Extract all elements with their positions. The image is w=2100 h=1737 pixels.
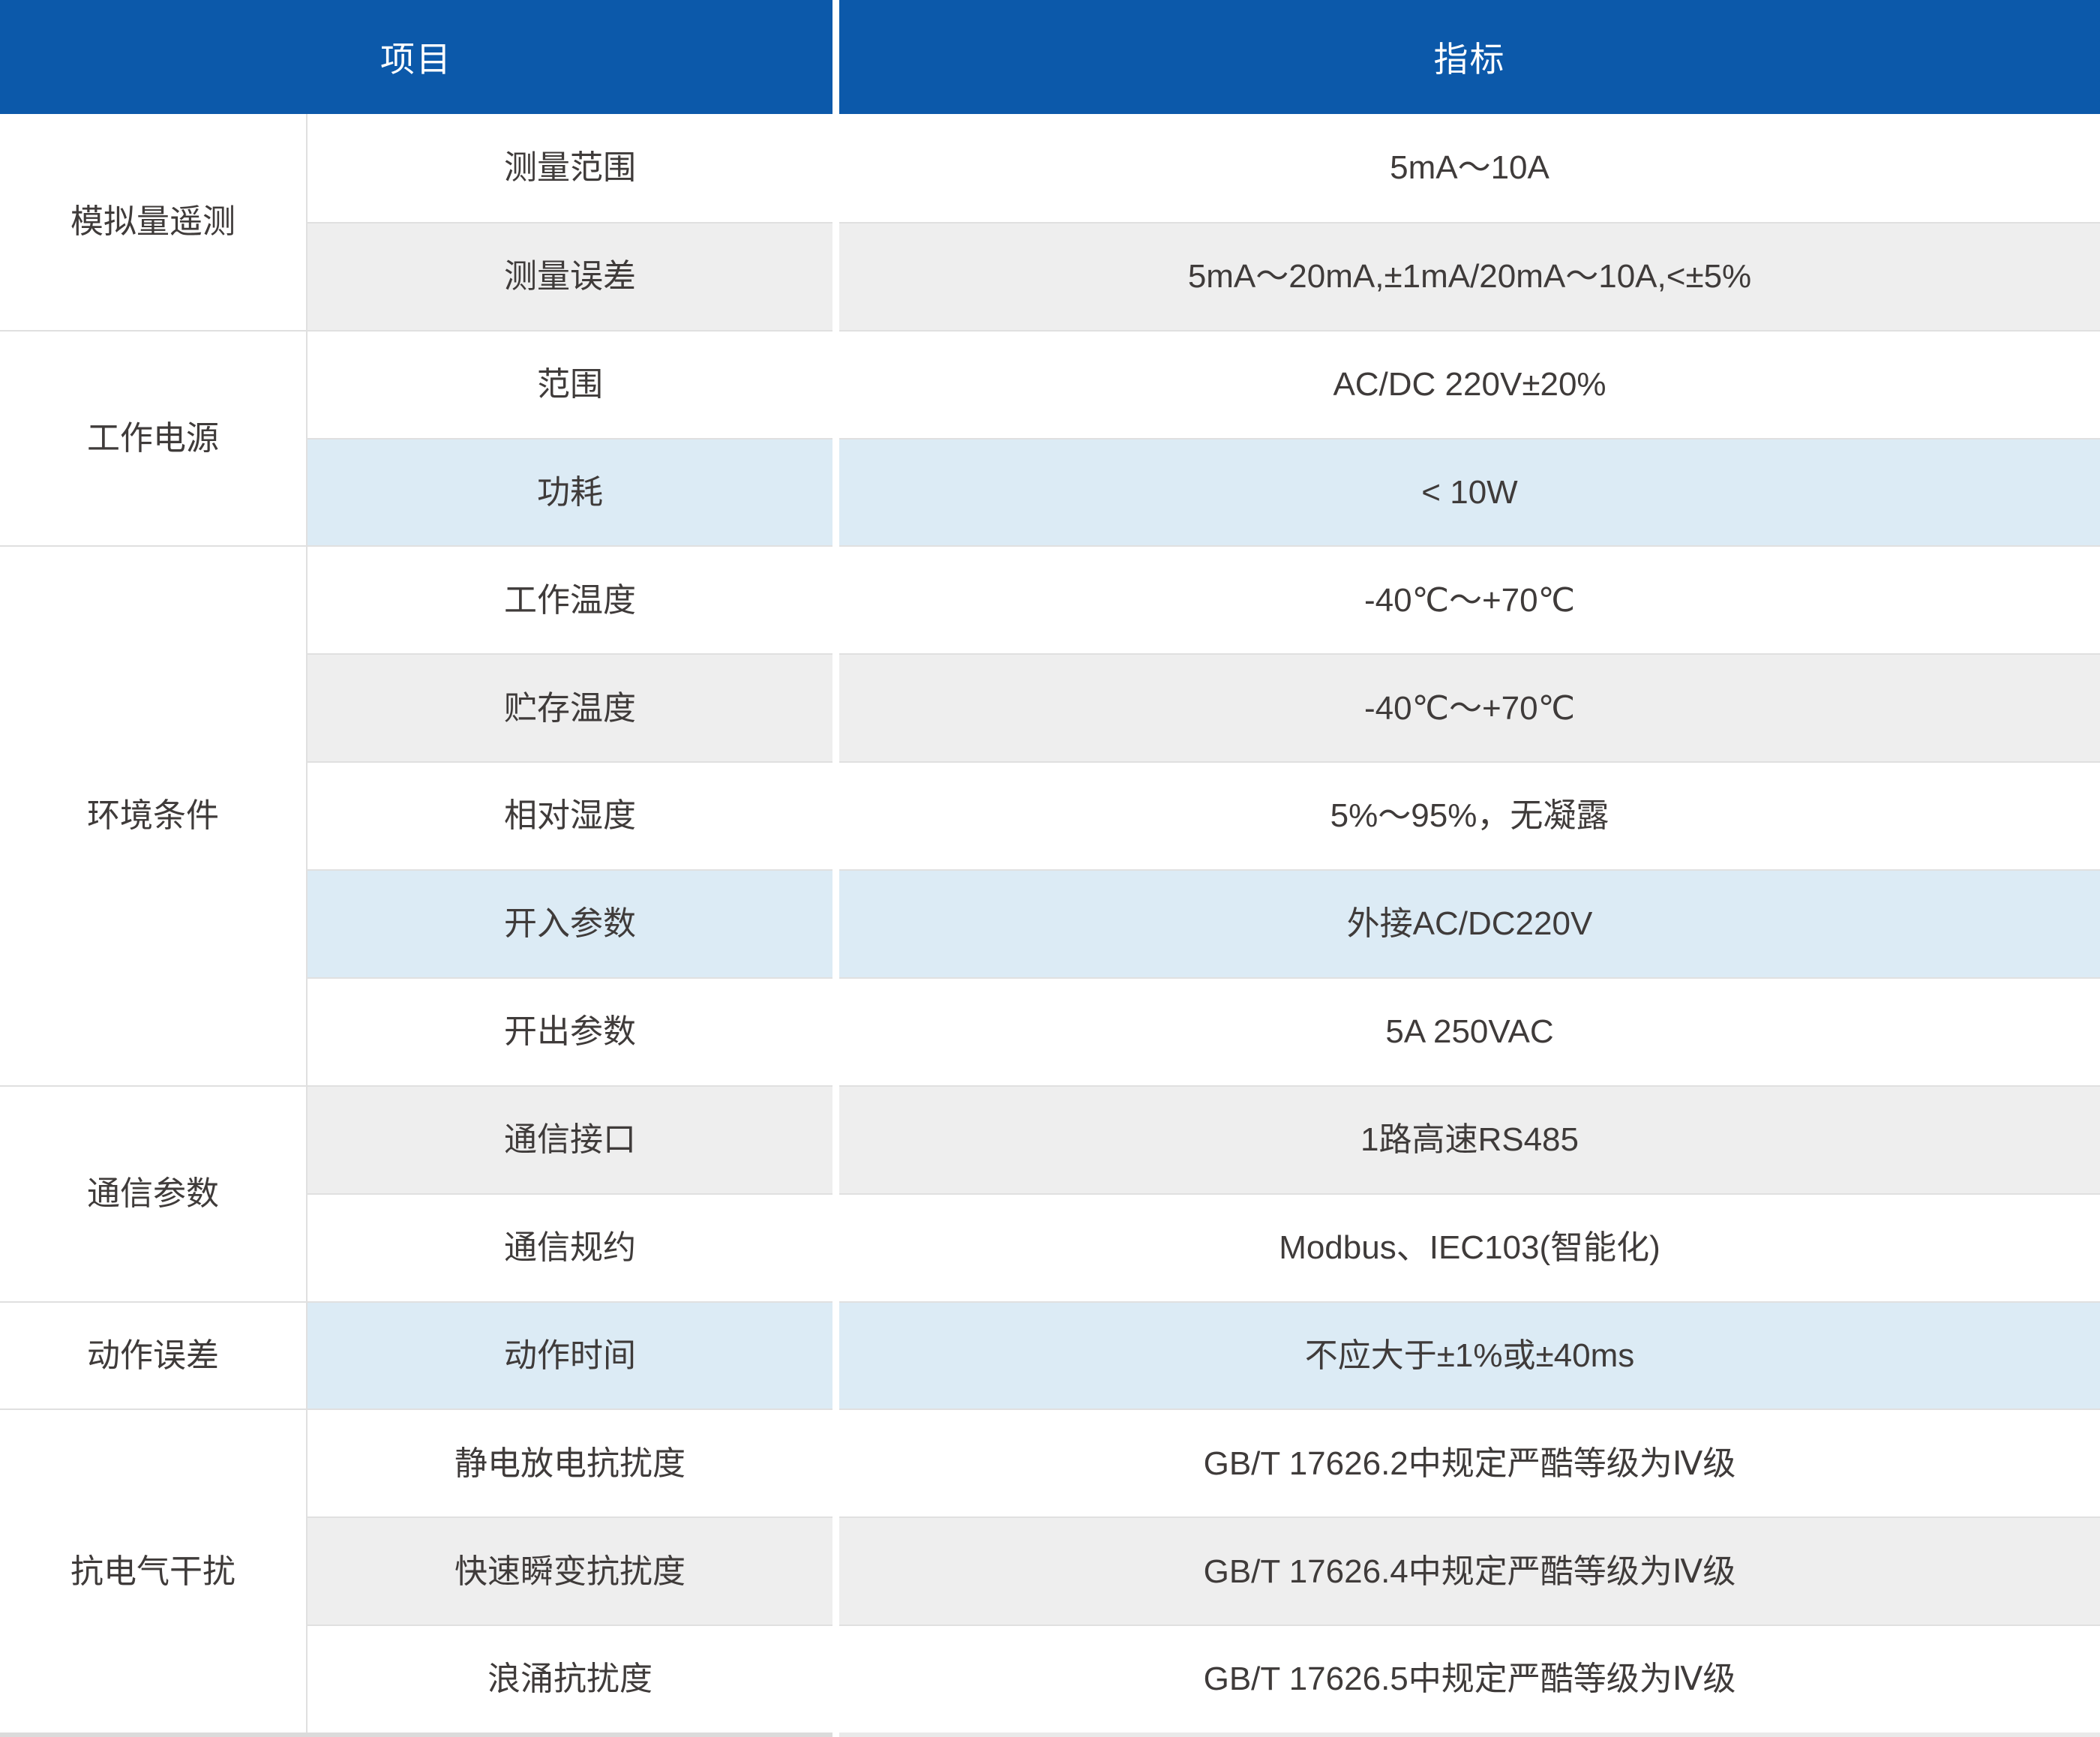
value-cell: GB/T 17626.4中规定严酷等级为Ⅳ级 xyxy=(839,1516,2100,1625)
header-spec-column: 指标 xyxy=(839,0,2100,114)
value-cell: -40℃～+70℃ xyxy=(839,545,2100,654)
item-cell: 浪涌抗扰度 xyxy=(308,1624,832,1732)
item-cell: 相对湿度 xyxy=(308,761,832,870)
header-item-column: 项目 xyxy=(0,0,832,114)
next-row-partial-strip-left xyxy=(0,1732,832,1737)
value-cell: 外接AC/DC220V xyxy=(839,869,2100,977)
item-cell: 开出参数 xyxy=(308,976,832,1085)
category-cell: 模拟量遥测 xyxy=(0,114,306,330)
item-cell: 静电放电抗扰度 xyxy=(308,1408,832,1517)
value-cell: Modbus、IEC103(智能化) xyxy=(839,1192,2100,1301)
item-cell: 通信接口 xyxy=(308,1084,832,1193)
value-cell: 1路高速RS485 xyxy=(839,1084,2100,1193)
item-cell: 动作时间 xyxy=(308,1300,832,1409)
next-row-partial-strip-right xyxy=(839,1732,2100,1737)
column-divider-line xyxy=(306,114,308,1737)
item-cell: 开入参数 xyxy=(308,869,832,977)
value-cell: 5mA～20mA,±1mA/20mA～10A,<±5% xyxy=(839,221,2100,330)
value-cell: 5mA～10A xyxy=(839,114,2100,222)
item-cell: 功耗 xyxy=(308,437,832,546)
value-cell: 不应大于±1%或±40ms xyxy=(839,1300,2100,1409)
value-cell: 5%～95%，无凝露 xyxy=(839,761,2100,870)
category-cell: 通信参数 xyxy=(0,1084,306,1301)
item-cell: 快速瞬变抗扰度 xyxy=(308,1516,832,1625)
category-cell: 工作电源 xyxy=(0,329,306,546)
item-cell: 贮存温度 xyxy=(308,653,832,762)
item-cell: 测量误差 xyxy=(308,221,832,330)
value-cell: GB/T 17626.2中规定严酷等级为Ⅳ级 xyxy=(839,1408,2100,1517)
value-cell: 5A 250VAC xyxy=(839,976,2100,1085)
item-cell: 测量范围 xyxy=(308,114,832,222)
value-cell: GB/T 17626.5中规定严酷等级为Ⅳ级 xyxy=(839,1624,2100,1732)
category-cell: 抗电气干扰 xyxy=(0,1408,306,1732)
item-cell: 工作温度 xyxy=(308,545,832,654)
item-cell: 通信规约 xyxy=(308,1192,832,1301)
value-cell: AC/DC 220V±20% xyxy=(839,329,2100,438)
value-cell: -40℃～+70℃ xyxy=(839,653,2100,762)
value-cell: < 10W xyxy=(839,437,2100,546)
category-cell: 环境条件 xyxy=(0,545,306,1085)
item-cell: 范围 xyxy=(308,329,832,438)
category-cell: 动作误差 xyxy=(0,1300,306,1409)
